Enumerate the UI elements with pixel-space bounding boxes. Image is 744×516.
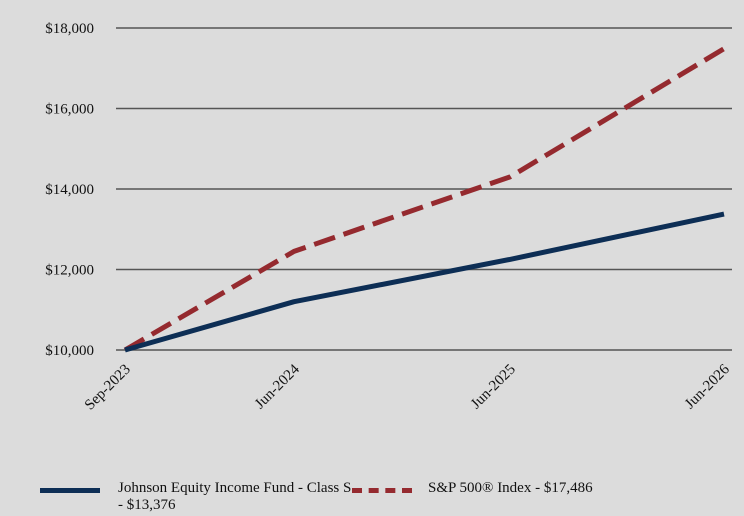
y-tick-label: $10,000 [45,343,94,359]
x-tick-label: Sep-2023 [82,362,134,414]
x-tick-label: Jun-2025 [468,362,519,413]
legend: Johnson Equity Income Fund - Class S - $… [40,478,740,516]
legend-label-fund: Johnson Equity Income Fund - Class S - $… [118,480,352,513]
y-tick-label: $14,000 [45,182,94,198]
x-tick-label: Jun-2024 [252,361,303,412]
y-tick-label: $12,000 [45,263,94,279]
series-lines [123,46,726,353]
grid-lines [116,27,732,351]
x-tick-label: Jun-2026 [682,361,733,412]
x-axis-tick-labels: Sep-2023 Jun-2024 Jun-2025 Jun-2026 [82,361,733,413]
y-tick-label: $18,000 [45,21,94,37]
series-line-fund [124,211,725,353]
y-tick-label: $16,000 [45,102,94,118]
legend-label-index: S&P 500® Index - $17,486 [428,480,593,496]
legend-swatch-fund [40,488,100,493]
series-line-index [123,46,726,353]
legend-swatch-index [352,488,412,493]
y-axis-tick-labels: $10,000 $12,000 $14,000 $16,000 $18,000 [45,21,94,359]
